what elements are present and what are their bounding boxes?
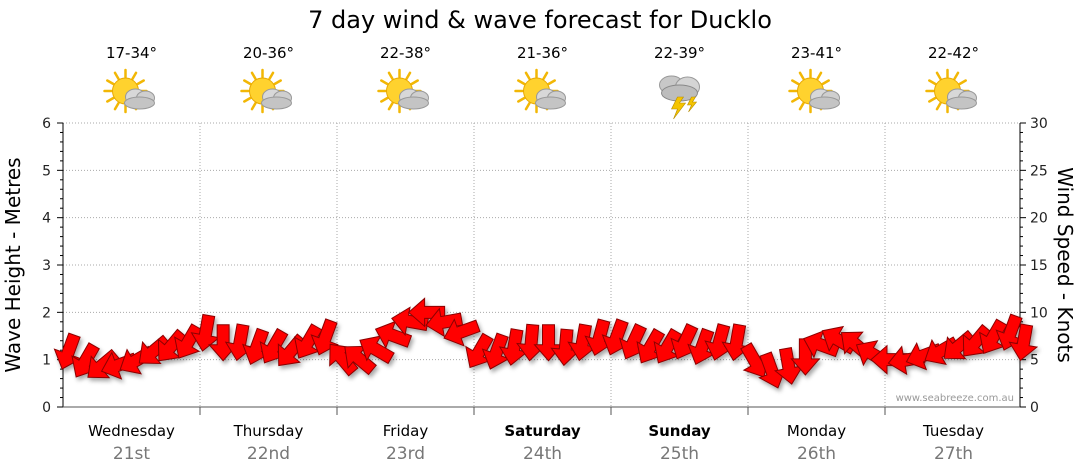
wind-arrow	[425, 307, 464, 338]
wind-arrow	[790, 338, 821, 376]
right-axis-label: Wind Speed - Knots	[1053, 167, 1077, 363]
partly-cloudy-sun-icon	[240, 68, 292, 114]
wind-arrow	[687, 327, 716, 365]
day-temperature: 17-34°	[106, 44, 157, 62]
wind-arrow	[190, 313, 221, 352]
credit-text: www.seabreeze.com.au	[896, 393, 1014, 404]
day-date-label: 21st	[113, 444, 150, 464]
day-temperature: 22-38°	[380, 44, 431, 62]
partly-cloudy-sun-icon	[514, 68, 566, 114]
day-temperature: 22-42°	[928, 44, 979, 62]
day-name-label: Friday	[383, 422, 429, 440]
day-date-label: 22nd	[247, 444, 290, 464]
right-tick-label: 5	[1030, 353, 1039, 369]
wind-arrow	[870, 344, 908, 375]
partly-cloudy-sun-icon	[925, 68, 977, 114]
left-axis-label: Wave Height - Metres	[1, 157, 25, 372]
right-tick-label: 15	[1030, 258, 1048, 274]
day-date-label: 26th	[797, 444, 836, 464]
partly-cloudy-sun-icon	[377, 68, 429, 114]
wind-arrow	[567, 323, 598, 362]
wind-arrow	[359, 335, 395, 365]
chart-title: 7 day wind & wave forecast for Ducklo	[308, 6, 772, 34]
day-temperature: 23-41°	[791, 44, 842, 62]
right-tick-label: 30	[1030, 116, 1048, 132]
partly-cloudy-sun-icon	[103, 68, 155, 114]
wind-arrow	[329, 343, 359, 377]
left-axis-ticks: 0 1 2 3 4 5 6	[42, 116, 63, 416]
left-tick-label: 2	[42, 305, 51, 321]
day-name-label: Tuesday	[922, 422, 984, 440]
left-tick-label: 6	[42, 116, 51, 132]
day-date-label: 27th	[934, 444, 973, 464]
wind-arrow	[344, 345, 377, 376]
left-tick-label: 4	[42, 211, 51, 227]
day-date-label: 25th	[660, 444, 699, 464]
temperature-row: 17-34° 20-36° 22-38° 21-36° 22-39° 23-41° 22-4…	[106, 44, 979, 62]
thunderstorm-icon	[659, 75, 700, 120]
weather-icon-row	[103, 68, 977, 120]
wind-arrow	[481, 332, 511, 370]
left-tick-label: 1	[42, 353, 51, 369]
right-tick-label: 10	[1030, 305, 1048, 321]
wind-arrow	[962, 323, 993, 357]
wind-arrow	[138, 334, 172, 365]
day-name-label: Sunday	[648, 422, 711, 440]
wind-arrow	[978, 318, 1008, 354]
day-date-label: 23rd	[386, 444, 425, 464]
wind-arrow	[943, 329, 977, 360]
right-tick-label: 20	[1030, 211, 1048, 227]
wind-arrow	[498, 328, 529, 366]
day-labels: Wednesday 21st Thursday 22nd Friday 23rd Satur…	[88, 422, 984, 464]
wind-arrow	[1008, 323, 1039, 362]
day-name-label: Wednesday	[88, 422, 175, 440]
wind-arrow	[773, 347, 804, 385]
left-tick-label: 5	[42, 163, 51, 179]
day-date-label: 24th	[523, 444, 562, 464]
wind-arrow	[407, 297, 446, 328]
partly-cloudy-sun-icon	[788, 68, 840, 114]
day-temperature: 22-39°	[654, 44, 705, 62]
wind-arrow	[293, 323, 323, 359]
wind-arrows	[53, 297, 1039, 389]
day-temperature: 21-36°	[517, 44, 568, 62]
grid	[63, 122, 1020, 415]
wind-arrow	[174, 323, 203, 359]
wind-arrow	[653, 327, 683, 364]
day-name-label: Thursday	[233, 422, 304, 440]
wind-arrow	[157, 328, 188, 362]
left-tick-label: 3	[42, 258, 51, 274]
right-axis-ticks: 0 5 10 15 20 25 30	[1020, 116, 1048, 416]
wind-arrow	[995, 313, 1024, 351]
left-tick-label: 0	[42, 400, 51, 416]
day-name-label: Saturday	[504, 422, 581, 440]
right-tick-label: 0	[1030, 400, 1039, 416]
wind-arrow	[374, 320, 413, 349]
right-tick-label: 25	[1030, 163, 1048, 179]
wind-arrow	[443, 318, 481, 347]
day-temperature: 20-36°	[243, 44, 294, 62]
day-name-label: Monday	[787, 422, 846, 440]
